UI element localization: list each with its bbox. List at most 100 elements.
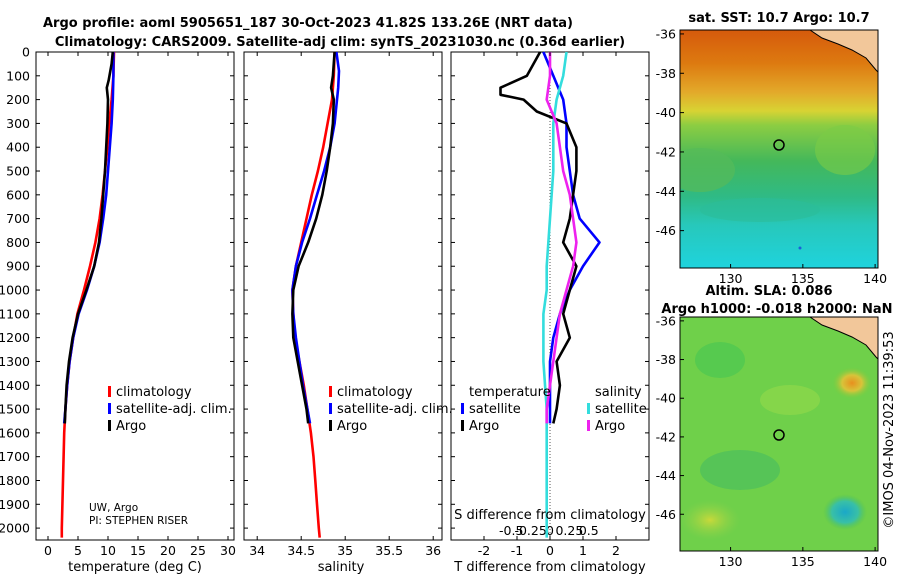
sla-map-subtitle: Argo h1000: -0.018 h2000: NaN xyxy=(661,302,892,317)
map-lat-label: -46 xyxy=(656,223,676,238)
map-lon-label: 130 xyxy=(719,554,743,569)
legend3-sargo-label: Argo xyxy=(595,419,625,434)
s-diff-tick-label: -0.25 xyxy=(514,523,546,538)
map-lon-label: 140 xyxy=(863,271,887,286)
depth-tick-label: 1400 xyxy=(0,378,30,393)
depth-tick-label: 1800 xyxy=(0,473,30,488)
legend3-ssat-label: satellite xyxy=(595,402,647,417)
map-lon-label: 130 xyxy=(719,271,743,286)
legend3-ssat-swatch xyxy=(587,403,590,414)
x-tick-label: 0 xyxy=(546,543,554,558)
depth-tick-label: 700 xyxy=(6,211,30,226)
salinity-axes-box xyxy=(243,51,443,541)
depth-tick-label: 800 xyxy=(6,235,30,250)
series-line-argo xyxy=(291,51,336,424)
sst-argo-marker xyxy=(773,139,785,151)
legend-sat-label: satellite-adj. clim. xyxy=(116,402,232,417)
series-line-argo xyxy=(63,51,115,424)
legend2-argo-swatch xyxy=(329,420,332,431)
depth-tick-label: 1900 xyxy=(0,497,30,512)
x-tick-label: 5 xyxy=(74,543,82,558)
depth-tick-label: 200 xyxy=(6,92,30,107)
sst-map-title: sat. SST: 10.7 Argo: 10.7 xyxy=(688,11,869,26)
temperature-tick-labels: 0 5 10 15 20 25 30 xyxy=(44,543,236,558)
legend-clim-label: climatology xyxy=(116,385,192,400)
map-lat-label: -36 xyxy=(656,26,676,41)
salinity-panel: 34 34.5 35 35.5 36 salinity climatology sate… xyxy=(243,51,453,575)
map-lat-label: -38 xyxy=(656,66,676,81)
s-diff-tick-label: 0.25 xyxy=(555,523,583,538)
legend3-targo-swatch xyxy=(461,420,464,431)
sla-patch xyxy=(700,450,780,490)
legend2-argo-label: Argo xyxy=(337,419,367,434)
x-tick-label: 35.5 xyxy=(375,543,403,558)
imos-timestamp: ©IMOS 04-Nov-2023 11:39:53 xyxy=(882,331,897,528)
map-lat-label: -44 xyxy=(656,468,676,483)
legend3-tsat-swatch xyxy=(461,403,464,414)
sla-high-eddy xyxy=(832,367,872,399)
depth-tick-label: 1700 xyxy=(0,449,30,464)
credit-line2: PI: STEPHEN RISER xyxy=(89,515,188,527)
x-tick-label: 10 xyxy=(100,543,116,558)
sla-map-title: Altim. SLA: 0.086 xyxy=(706,284,833,299)
sst-map-frame xyxy=(679,29,879,269)
depth-tick-label: 900 xyxy=(6,259,30,274)
figure-title-line2: Climatology: CARS2009. Satellite-adj cli… xyxy=(55,35,625,50)
x-tick-label: 35 xyxy=(337,543,353,558)
s-diff-tick-label: 0.5 xyxy=(579,523,599,538)
map-lon-label: 140 xyxy=(863,554,887,569)
depth-tick-label: 100 xyxy=(6,68,30,83)
sla-patch xyxy=(760,385,820,415)
x-tick-label: 30 xyxy=(220,543,236,558)
legend3-tsat-label: satellite xyxy=(469,402,521,417)
legend-profiles-2: climatology satellite-adj. clim. Argo xyxy=(329,385,453,434)
legend2-sat-swatch xyxy=(329,403,332,414)
series-line-salinity-satellite xyxy=(542,51,568,538)
legend3-sal-head: salinity xyxy=(595,385,642,400)
depth-tick-label: 500 xyxy=(6,164,30,179)
sla-patch xyxy=(695,342,745,378)
depth-tick-label: 1500 xyxy=(0,402,30,417)
series-line-salinity-argo xyxy=(545,52,578,424)
sla-map: Altim. SLA: 0.086 Argo h1000: -0.018 h20… xyxy=(656,284,893,569)
sst-patch xyxy=(815,125,875,175)
t-diff-xlabel: T difference from climatology xyxy=(453,560,646,575)
x-tick-label: 36 xyxy=(425,543,441,558)
s-diff-xlabel: S difference from climatology xyxy=(454,508,646,523)
depth-tick-label: 2000 xyxy=(0,521,30,536)
salinity-xlabel: salinity xyxy=(318,560,365,575)
sst-patch xyxy=(680,148,735,192)
x-tick-label: 25 xyxy=(190,543,206,558)
x-tick-label: 34.5 xyxy=(287,543,315,558)
map-lat-label: -38 xyxy=(656,352,676,367)
series-line-satellite-adj-clim- xyxy=(291,51,341,424)
depth-tick-label: 1300 xyxy=(0,354,30,369)
depth-tick-label: 1100 xyxy=(0,306,30,321)
depth-tick-label: 1200 xyxy=(0,330,30,345)
x-tick-label: -1 xyxy=(511,543,523,558)
map-lat-label: -46 xyxy=(656,507,676,522)
x-tick-label: 20 xyxy=(160,543,176,558)
x-tick-label: 34 xyxy=(249,543,265,558)
map-lat-label: -42 xyxy=(656,429,676,444)
sla-argo-marker xyxy=(773,429,785,441)
map-lat-label: -44 xyxy=(656,184,676,199)
map-lat-label: -40 xyxy=(656,391,676,406)
sst-speck xyxy=(798,246,802,250)
legend-argo-swatch xyxy=(108,420,111,431)
series-line-temperature-satellite xyxy=(542,51,601,424)
s-diff-tick-labels: -0.5-0.25 0 0.250.5 xyxy=(499,523,599,538)
difference-panel: -2 -1 0 1 2 -0.5-0.25 0 0.250.5 S difference f… xyxy=(450,51,650,575)
credit-line1: UW, Argo xyxy=(89,502,138,514)
map-lon-label: 135 xyxy=(791,271,815,286)
temperature-panel: 0100200300400500600700800900100011001200… xyxy=(0,45,236,576)
x-tick-label: 2 xyxy=(612,543,620,558)
map-lat-label: -36 xyxy=(656,313,676,328)
x-tick-label: 15 xyxy=(130,543,146,558)
sst-patch xyxy=(700,198,820,222)
legend2-sat-label: satellite-adj. clim. xyxy=(337,402,453,417)
australia-coast-2 xyxy=(809,317,878,360)
s-diff-tick-label: -0.5 xyxy=(499,523,523,538)
legend-clim-swatch xyxy=(108,386,111,397)
